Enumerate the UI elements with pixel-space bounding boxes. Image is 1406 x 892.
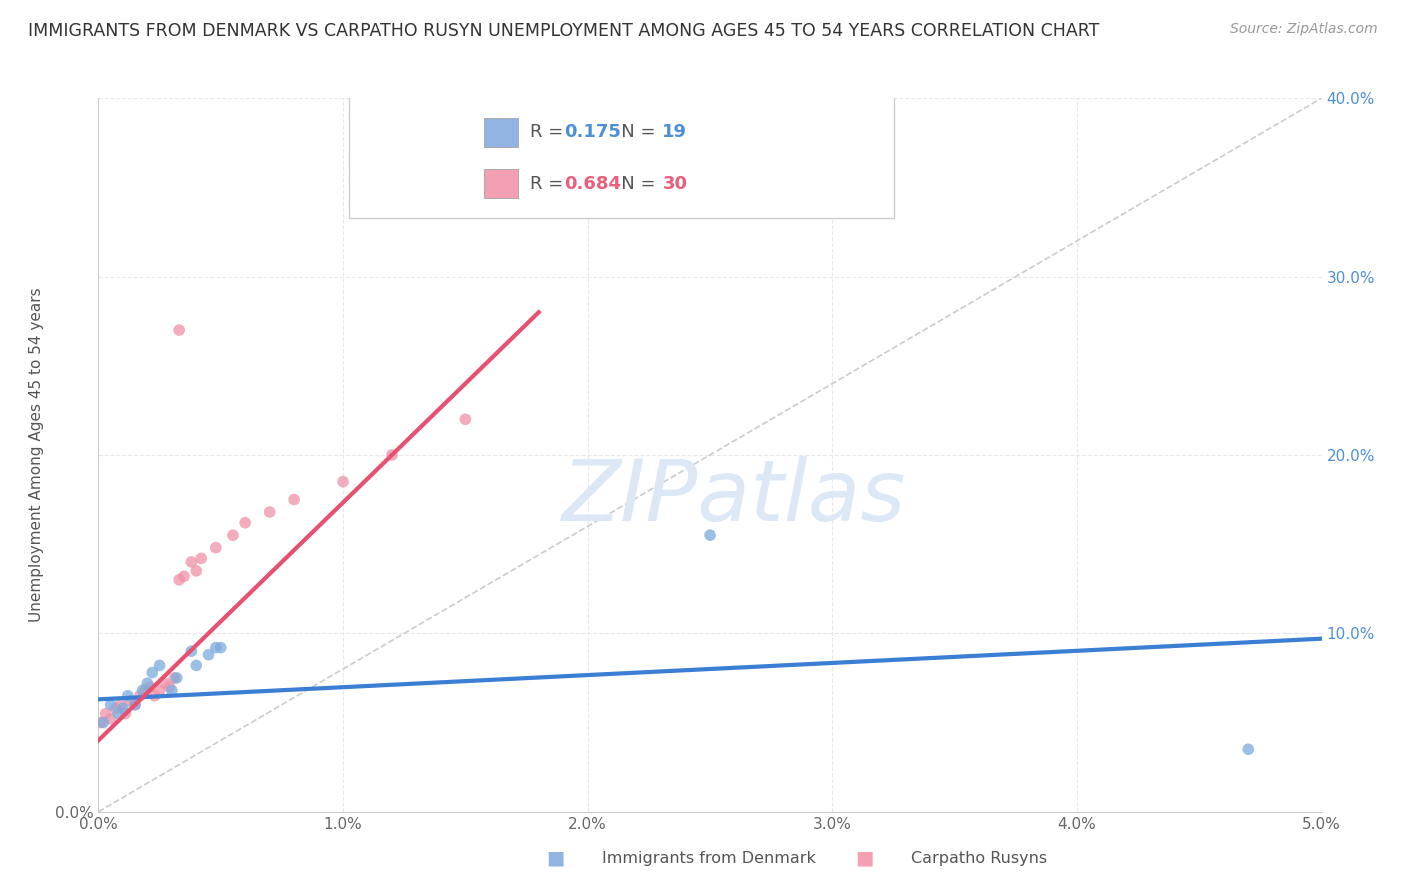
Point (283, 492, 305, 507)
Y-axis label: Unemployment Among Ages 45 to 54 years: Unemployment Among Ages 45 to 54 years (28, 287, 44, 623)
Text: R =: R = (530, 123, 569, 141)
Point (131, 683, 153, 698)
Text: Source: ZipAtlas.com: Source: ZipAtlas.com (1230, 22, 1378, 37)
Point (139, 680, 162, 694)
Point (100, 698, 122, 712)
Point (124, 698, 146, 712)
Point (197, 648, 219, 662)
Point (149, 683, 172, 698)
Text: 30: 30 (662, 175, 688, 193)
Point (94, 706, 117, 721)
Point (167, 573, 190, 587)
Text: R =: R = (530, 175, 569, 193)
Point (157, 680, 180, 694)
Point (209, 640, 232, 655)
Point (90, 715, 112, 730)
Point (117, 689, 139, 703)
Point (222, 528, 245, 542)
Point (180, 644, 202, 658)
Point (454, 412, 477, 426)
Point (233, 516, 256, 530)
Point (104, 701, 127, 715)
Point (136, 676, 159, 690)
Text: 0.175: 0.175 (564, 123, 621, 141)
Text: Carpatho Rusyns: Carpatho Rusyns (911, 851, 1047, 865)
Point (160, 683, 183, 698)
Point (120, 694, 142, 708)
Point (143, 689, 166, 703)
Text: ZIPatlas: ZIPatlas (562, 456, 907, 540)
Point (124, 698, 146, 712)
Point (114, 706, 136, 721)
Point (259, 505, 281, 519)
Text: IMMIGRANTS FROM DENMARK VS CARPATHO RUSYN UNEMPLOYMENT AMONG AGES 45 TO 54 YEARS: IMMIGRANTS FROM DENMARK VS CARPATHO RUSY… (28, 22, 1099, 40)
Text: N =: N = (603, 175, 661, 193)
Point (205, 640, 228, 655)
Text: N =: N = (603, 123, 661, 141)
Text: 19: 19 (662, 123, 688, 141)
Point (186, 564, 208, 578)
Point (190, 551, 212, 566)
Point (205, 541, 228, 555)
Text: Immigrants from Denmark: Immigrants from Denmark (602, 851, 815, 865)
Point (111, 701, 134, 715)
Point (110, 698, 132, 712)
Point (149, 658, 172, 673)
Bar (484, 118, 517, 146)
Point (381, 448, 404, 462)
Bar (484, 169, 517, 198)
Point (141, 665, 163, 680)
Point (699, 528, 721, 542)
Point (163, 671, 186, 685)
Text: ■: ■ (546, 848, 565, 868)
FancyBboxPatch shape (349, 96, 894, 218)
Point (153, 676, 176, 690)
Text: ■: ■ (855, 848, 875, 868)
Text: 0.684: 0.684 (564, 175, 621, 193)
Point (129, 689, 152, 703)
Point (1237, 742, 1260, 756)
Point (332, 475, 354, 489)
Point (100, 712, 122, 726)
Point (134, 683, 156, 698)
Point (173, 569, 195, 583)
Point (91, 715, 114, 730)
Point (180, 555, 202, 569)
Point (107, 706, 129, 721)
Point (167, 323, 190, 337)
Point (166, 671, 188, 685)
Point (186, 658, 208, 673)
